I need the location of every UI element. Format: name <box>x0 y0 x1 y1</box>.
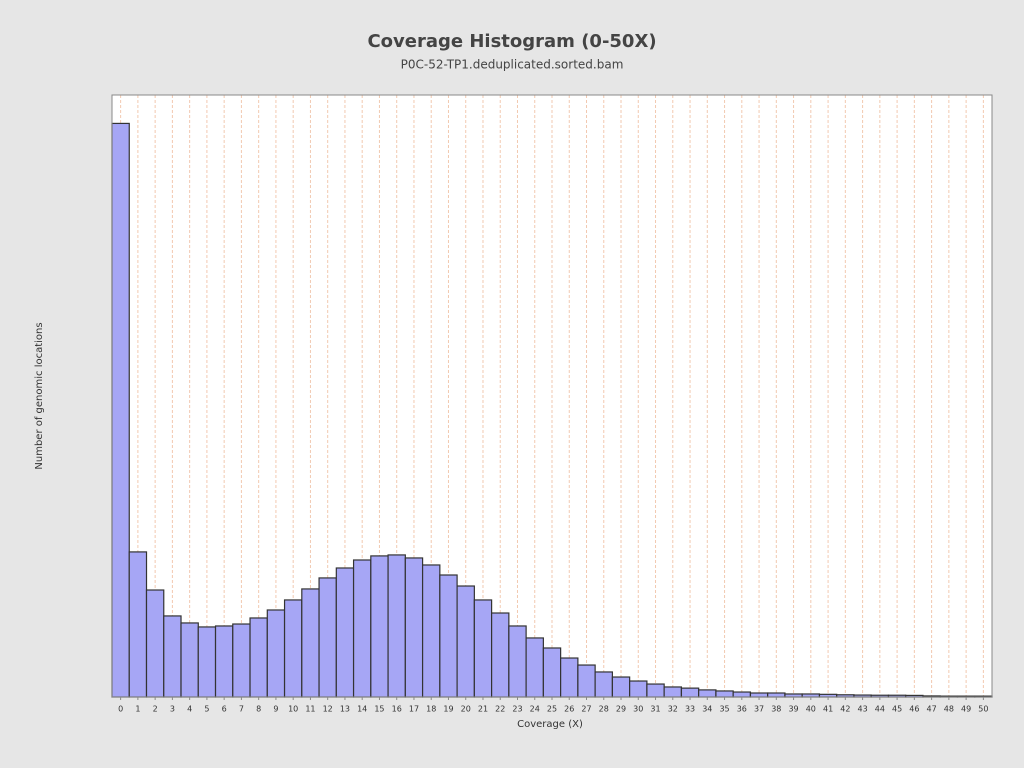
x-tick-label: 25 <box>547 705 557 714</box>
x-tick-label: 16 <box>392 705 402 714</box>
x-tick-label: 7 <box>239 705 244 714</box>
bar <box>352 559 372 698</box>
x-axis-label: Coverage (X) <box>517 719 583 730</box>
bar <box>249 617 268 698</box>
bar <box>508 625 527 698</box>
x-tick-label: 3 <box>170 705 175 714</box>
x-tick-label: 35 <box>719 705 729 714</box>
bar <box>525 637 544 698</box>
x-tick-label: 36 <box>737 705 747 714</box>
bar <box>335 567 355 698</box>
x-tick-label: 45 <box>892 705 902 714</box>
bar <box>232 623 251 698</box>
bar <box>214 625 234 698</box>
bar <box>180 622 199 698</box>
x-tick-label: 30 <box>633 705 643 714</box>
x-tick-label: 40 <box>806 705 816 714</box>
x-tick-label: 38 <box>771 705 781 714</box>
bar <box>749 692 769 698</box>
plot-border <box>111 94 993 698</box>
x-tick-label: 50 <box>978 705 988 714</box>
bar <box>473 599 493 698</box>
x-tick-label: 26 <box>564 705 574 714</box>
bar <box>387 554 406 698</box>
x-tick-label: 0 <box>118 705 123 714</box>
bar <box>404 557 424 698</box>
chart-subtitle: P0C-52-TP1.deduplicated.sorted.bam <box>401 58 624 72</box>
x-tick-label: 29 <box>616 705 626 714</box>
x-tick-label: 44 <box>875 705 885 714</box>
x-tick-label: 37 <box>754 705 764 714</box>
bar <box>421 564 441 698</box>
x-tick-label: 24 <box>530 705 540 714</box>
x-tick-label: 33 <box>685 705 695 714</box>
x-tick-label: 34 <box>702 705 712 714</box>
bar <box>542 647 562 698</box>
bar <box>767 692 786 698</box>
bar <box>715 690 734 698</box>
x-tick-label: 28 <box>599 705 609 714</box>
bar <box>283 599 303 698</box>
x-tick-label: 1 <box>135 705 140 714</box>
bar <box>266 609 286 698</box>
x-tick-label: 47 <box>927 705 937 714</box>
bar <box>680 687 700 698</box>
bar <box>646 683 665 698</box>
bar <box>197 626 217 698</box>
bar <box>732 691 752 698</box>
bar <box>456 585 475 698</box>
bar <box>491 612 510 698</box>
x-tick-label: 32 <box>668 705 678 714</box>
x-tick-label: 43 <box>857 705 867 714</box>
bar <box>698 689 717 698</box>
x-tick-label: 19 <box>443 705 453 714</box>
x-tick-label: 2 <box>153 705 158 714</box>
bar <box>163 615 182 698</box>
x-tick-label: 23 <box>512 705 522 714</box>
bar <box>301 588 320 698</box>
x-tick-label: 41 <box>823 705 833 714</box>
x-tick-label: 13 <box>340 705 350 714</box>
x-tick-label: 9 <box>273 705 278 714</box>
x-tick-label: 12 <box>323 705 333 714</box>
bar <box>439 574 458 698</box>
bar <box>577 664 596 698</box>
bar <box>663 686 683 698</box>
x-tick-label: 6 <box>222 705 227 714</box>
x-tick-label: 14 <box>357 705 367 714</box>
x-tick-label: 49 <box>961 705 971 714</box>
x-tick-label: 17 <box>409 705 419 714</box>
chart-title: Coverage Histogram (0-50X) <box>367 31 656 52</box>
x-tick-label: 21 <box>478 705 488 714</box>
bar <box>111 122 130 698</box>
x-tick-label: 20 <box>461 705 471 714</box>
bar <box>145 589 165 698</box>
x-tick-label: 39 <box>788 705 798 714</box>
y-axis-label: Number of genomic locations <box>34 322 45 469</box>
x-tick-label: 10 <box>288 705 298 714</box>
bar <box>611 676 631 698</box>
bar <box>629 680 648 698</box>
x-tick-label: 15 <box>374 705 384 714</box>
x-tick-label: 48 <box>944 705 954 714</box>
x-tick-label: 42 <box>840 705 850 714</box>
x-tick-label: 11 <box>305 705 315 714</box>
x-tick-label: 8 <box>256 705 261 714</box>
x-tick-label: 5 <box>204 705 209 714</box>
x-tick-label: 27 <box>581 705 591 714</box>
x-tick-label: 31 <box>650 705 660 714</box>
bar <box>370 555 389 698</box>
bar <box>318 577 337 698</box>
bar <box>128 551 148 698</box>
bar <box>560 657 579 698</box>
x-tick-label: 4 <box>187 705 192 714</box>
bar <box>594 671 613 698</box>
x-tick-label: 22 <box>495 705 505 714</box>
x-tick-label: 18 <box>426 705 436 714</box>
x-tick-label: 46 <box>909 705 919 714</box>
